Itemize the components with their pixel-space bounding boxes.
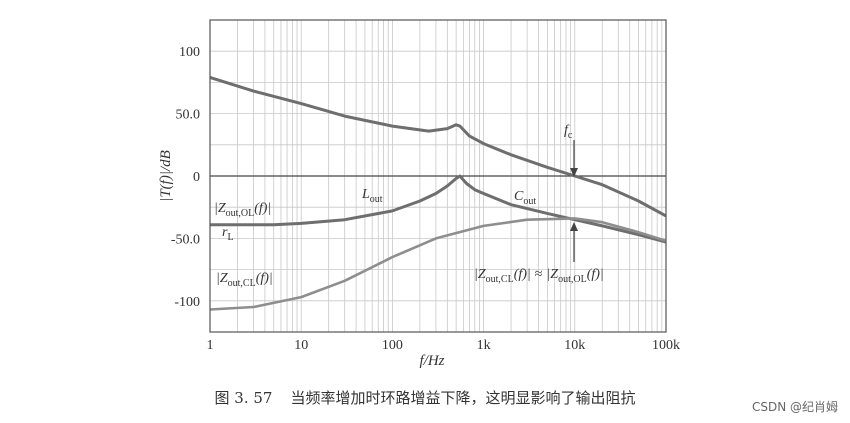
- annotation-rl: rL: [222, 225, 234, 243]
- x-axis-ticks: 1 10 100 1k 10k 100k: [207, 338, 681, 353]
- x-tick-label: 100: [382, 338, 403, 353]
- caption-text: 当频率增加时环路增益下降，这明显影响了输出阻抗: [290, 389, 636, 407]
- annotation-z-out-cl: |Zout,CL(f)|: [216, 271, 273, 289]
- y-tick-label: 50.0: [176, 108, 201, 123]
- annotation-z-approx: |Zout,CL(f)| ≈ |Zout,OL(f)|: [474, 267, 604, 285]
- series-line: [209, 217, 667, 311]
- x-tick-label: 100k: [652, 338, 680, 353]
- x-tick-label: 1: [207, 338, 214, 353]
- figure-caption: 图 3. 57 当频率增加时环路增益下降，这明显影响了输出阻抗: [0, 387, 850, 408]
- x-tick-label: 10: [294, 338, 308, 353]
- y-tick-label: 100: [179, 45, 200, 60]
- grid: [210, 19, 666, 333]
- series-line: [210, 174, 667, 244]
- approx-marker-arrow: [570, 222, 578, 231]
- series-line: [209, 75, 667, 218]
- annotation-cout: Cout: [514, 189, 536, 207]
- fc-marker-arrow: [570, 168, 578, 177]
- plot-frame: [209, 19, 667, 333]
- x-axis-label: f/Hz: [419, 353, 444, 369]
- annotation-fc: fc: [564, 123, 573, 141]
- y-axis-label: |T(f)|/dB: [158, 150, 174, 202]
- caption-number: 图 3. 57: [214, 389, 273, 407]
- watermark: CSDN @纪肖姆: [751, 400, 838, 414]
- x-tick-label: 1k: [477, 338, 491, 353]
- curves: [209, 75, 667, 311]
- annotation-lout: Lout: [361, 187, 383, 205]
- y-tick-label: 0: [193, 170, 200, 185]
- y-tick-label: -50.0: [171, 232, 200, 247]
- y-axis-ticks: 100 50.0 0 -50.0 -100: [171, 45, 200, 310]
- annotation-z-out-ol: |Zout,OL(f)|: [214, 201, 271, 219]
- y-tick-label: -100: [174, 295, 200, 310]
- x-tick-label: 10k: [564, 338, 585, 353]
